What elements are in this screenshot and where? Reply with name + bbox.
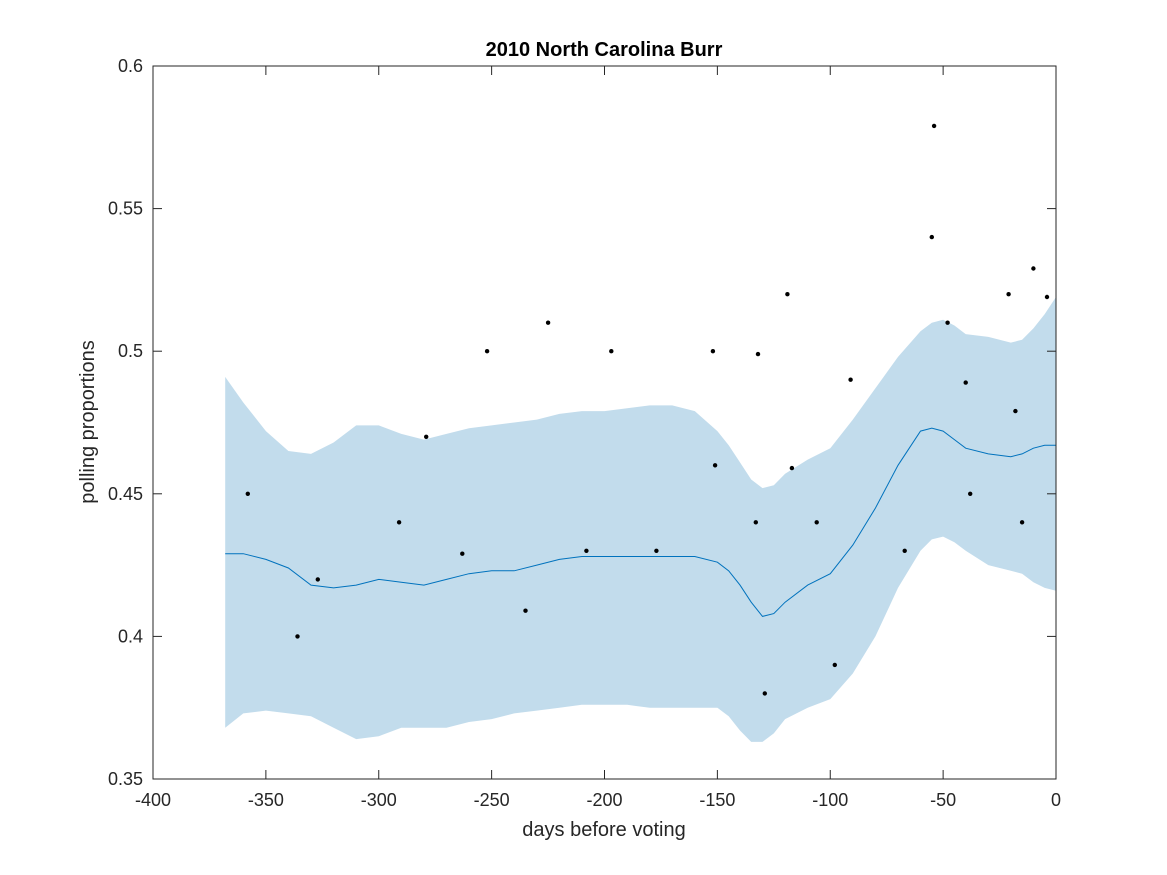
data-point	[931, 123, 937, 129]
data-point	[460, 551, 465, 556]
data-point	[1031, 266, 1036, 271]
chart-title: 2010 North Carolina Burr	[486, 39, 723, 61]
y-tick-label: 0.35	[108, 769, 143, 789]
data-point	[848, 377, 853, 382]
data-point	[1044, 294, 1050, 300]
data-point	[584, 548, 589, 553]
y-axis: 0.35 0.4 0.45 0.5 0.55 0.6	[108, 56, 1056, 789]
data-point	[609, 349, 614, 354]
x-tick-label: -100	[812, 790, 848, 810]
x-tick-label: -200	[586, 790, 622, 810]
data-point	[963, 380, 968, 385]
data-point	[654, 548, 659, 553]
data-point	[1019, 520, 1025, 525]
x-tick-label: 0	[1051, 790, 1061, 810]
data-point	[545, 320, 551, 325]
data-point	[755, 351, 761, 357]
data-point	[929, 234, 934, 240]
data-point	[762, 691, 767, 696]
data-points	[245, 123, 1050, 696]
data-point	[789, 465, 795, 471]
data-point	[945, 320, 950, 325]
x-tick-label: -400	[135, 790, 171, 810]
x-tick-label: -150	[699, 790, 735, 810]
confidence-band	[225, 297, 1056, 742]
data-point	[902, 548, 907, 553]
y-axis-label: polling proportions	[77, 340, 99, 503]
y-tick-label: 0.5	[118, 341, 143, 361]
data-point	[295, 634, 300, 639]
data-point	[424, 434, 429, 439]
data-point	[245, 491, 250, 496]
plot-area	[225, 123, 1056, 742]
data-point	[315, 577, 320, 582]
y-tick-label: 0.45	[108, 484, 143, 504]
data-point	[785, 292, 790, 297]
fit-line	[225, 427, 1056, 617]
data-point	[1013, 408, 1018, 414]
data-point	[832, 662, 837, 668]
data-point	[814, 520, 819, 525]
y-tick-label: 0.4	[118, 626, 143, 646]
data-point	[523, 608, 528, 613]
data-point	[753, 520, 758, 525]
x-tick-label: -350	[248, 790, 284, 810]
x-tick-label: -50	[930, 790, 956, 810]
y-tick-label: 0.55	[108, 199, 143, 219]
y-tick-label: 0.6	[118, 56, 143, 76]
data-point	[484, 349, 490, 354]
x-axis: -400 -350 -300 -250 -200 -150 -100 -50 0	[135, 66, 1061, 810]
axes-frame: -400 -350 -300 -250 -200 -150 -100 -50 0 0.35 0.4…	[108, 56, 1061, 810]
x-axis-label: days before voting	[522, 819, 685, 841]
data-point	[968, 491, 973, 496]
data-point	[1006, 292, 1011, 297]
data-point	[712, 463, 718, 468]
data-point	[396, 520, 402, 525]
data-point	[710, 349, 716, 354]
x-tick-label: -250	[474, 790, 510, 810]
x-tick-label: -300	[361, 790, 397, 810]
